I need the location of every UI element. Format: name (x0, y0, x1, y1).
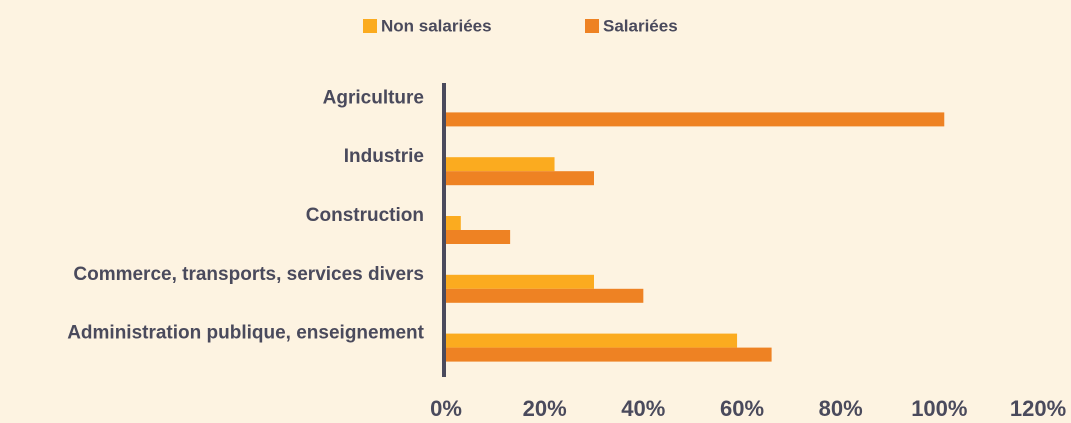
legend-swatch (585, 19, 599, 33)
bar (446, 333, 738, 348)
y-tick-label: Construction (306, 205, 424, 226)
legend-label: Salariées (603, 16, 678, 35)
x-tick-label: 40% (621, 396, 665, 421)
bar (446, 112, 945, 127)
bar (446, 171, 594, 186)
x-tick-label: 20% (523, 396, 567, 421)
x-tick-label: 80% (819, 396, 863, 421)
bar (446, 347, 772, 362)
legend-swatch (363, 19, 377, 33)
x-tick-label: 0% (430, 396, 462, 421)
bar (446, 230, 511, 244)
y-tick-label: Administration publique, enseignement (67, 323, 424, 344)
bar (446, 157, 555, 172)
x-tick-label: 100% (911, 396, 967, 421)
y-tick-label: Industrie (344, 146, 424, 167)
bar (446, 216, 461, 230)
bar (446, 288, 644, 303)
y-tick-label: Agriculture (323, 87, 424, 108)
y-tick-label: Commerce, transports, services divers (73, 264, 424, 285)
x-tick-label: 60% (720, 396, 764, 421)
x-tick-label: 120% (1010, 396, 1066, 421)
bar (446, 274, 594, 289)
legend-label: Non salariées (381, 16, 492, 35)
